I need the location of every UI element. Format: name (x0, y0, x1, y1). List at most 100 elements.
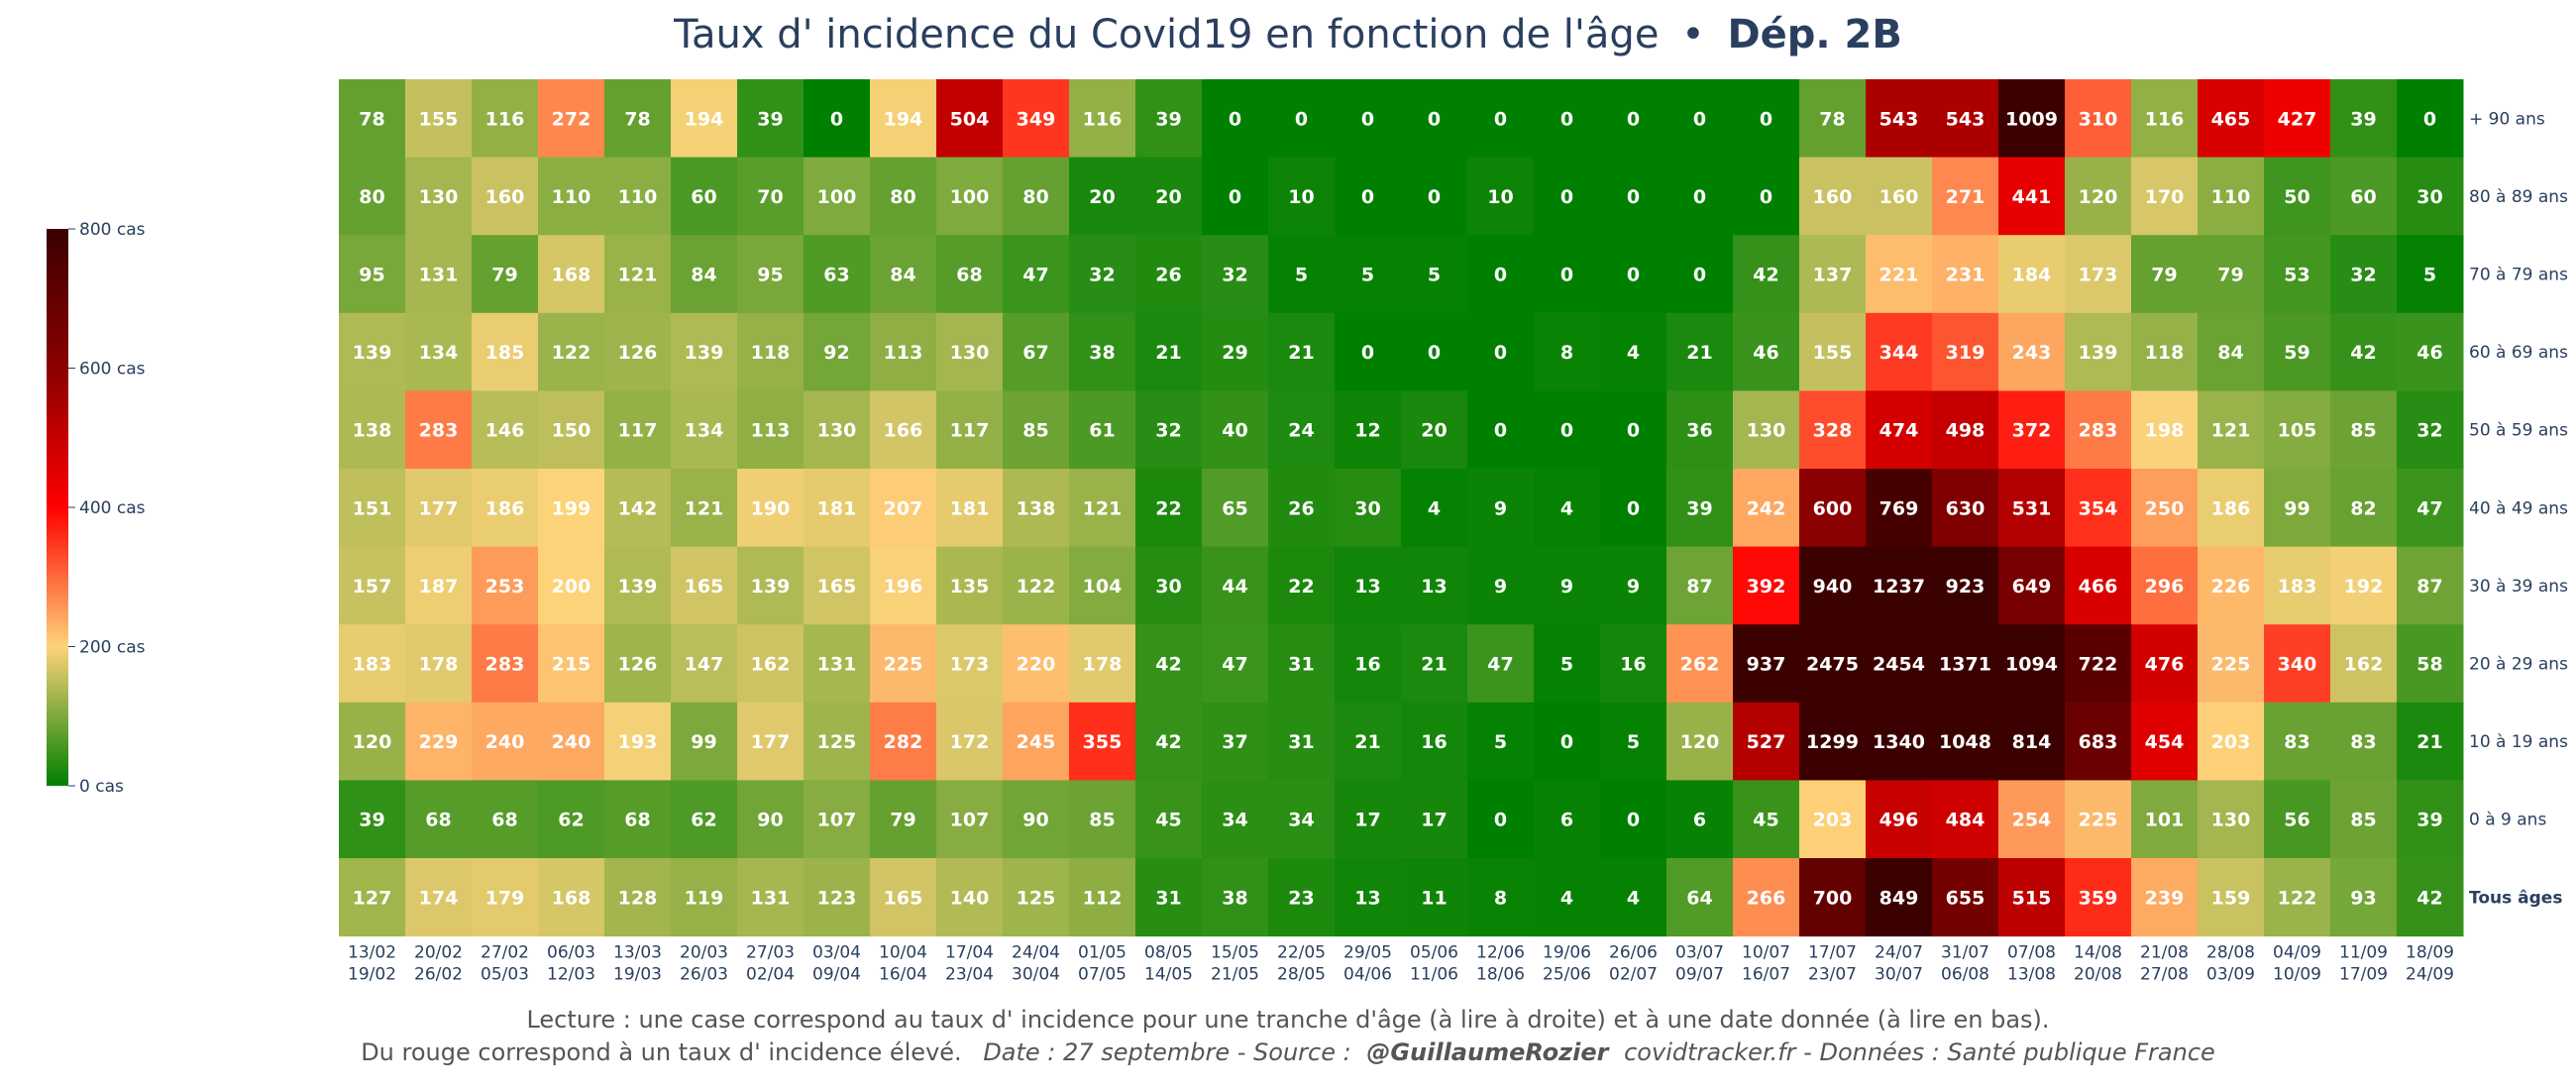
heatmap-cell (1467, 79, 1535, 159)
heatmap-cell-value: 20 (1155, 186, 1181, 208)
heatmap-cell-value: 159 (2211, 887, 2251, 909)
heatmap-cell-value: 101 (2145, 810, 2185, 831)
heatmap-cell-value: 95 (359, 265, 384, 286)
heatmap-cell-value: 1340 (1873, 731, 1925, 753)
heatmap-cell (604, 390, 672, 470)
heatmap-cell (936, 312, 1004, 391)
heatmap-cell-value: 85 (2350, 810, 2376, 831)
heatmap-cell-value: 0 (830, 108, 843, 130)
column-label-start: 20/02 (414, 943, 463, 963)
heatmap-cell (405, 858, 473, 937)
heatmap-cell (472, 702, 539, 781)
heatmap-cell (2065, 546, 2132, 625)
heatmap-cell (2198, 235, 2265, 314)
heatmap-cell (2065, 390, 2132, 470)
heatmap-cell (1268, 390, 1336, 470)
heatmap-cell (1600, 390, 1667, 470)
heatmap-cell-value: 0 (1560, 420, 1573, 442)
heatmap-cell (2065, 235, 2132, 314)
heatmap-cell-value: 0 (1627, 420, 1640, 442)
heatmap-cell-value: 68 (956, 265, 982, 286)
heatmap-cell (936, 79, 1004, 159)
column-label-end: 23/04 (945, 965, 994, 985)
heatmap-cell-value: 649 (2012, 576, 2052, 598)
heatmap-cell-value: 130 (950, 342, 990, 364)
heatmap-cell (1268, 312, 1336, 391)
heatmap-cell-value: 46 (2416, 342, 2442, 364)
colorbar-tick-label: 800 cas (79, 220, 146, 240)
heatmap-cell (2397, 546, 2464, 625)
heatmap-cell-value: 135 (950, 576, 990, 598)
heatmap-cell (1335, 546, 1402, 625)
heatmap-cell (604, 546, 672, 625)
heatmap-cell-value: 121 (2211, 420, 2251, 442)
heatmap-cell (1799, 157, 1867, 236)
heatmap-cell (405, 469, 473, 548)
heatmap-cell (1003, 702, 1070, 781)
heatmap-cell (604, 79, 672, 159)
heatmap-cell-value: 849 (1879, 887, 1919, 909)
heatmap-cell (737, 312, 805, 391)
heatmap-cell (1932, 469, 1999, 548)
heatmap-cell (1998, 624, 2066, 704)
heatmap-cell (870, 780, 937, 859)
heatmap-cell-value: 543 (1946, 108, 1986, 130)
column-label-start: 01/05 (1078, 943, 1127, 963)
heatmap-cell-value: 543 (1879, 108, 1919, 130)
heatmap-cell-value: 10 (1487, 186, 1513, 208)
heatmap-cell-value: 527 (1747, 731, 1786, 753)
chart-title-separator: • (1681, 12, 1705, 57)
heatmap-cell-value: 68 (425, 810, 451, 831)
heatmap-cell (1467, 235, 1535, 314)
colorbar-ticks: 800 cas 600 cas 400 cas 200 cas 0 cas (68, 220, 146, 797)
heatmap-cell-value: 29 (1222, 342, 1247, 364)
heatmap-cell (339, 858, 406, 937)
heatmap-cell-value: 162 (2344, 654, 2384, 676)
heatmap-cell (1799, 390, 1867, 470)
heatmap-cell-value: 79 (2217, 265, 2243, 286)
heatmap-cell-value: 31 (1155, 887, 1181, 909)
heatmap-cell (1733, 546, 1800, 625)
heatmap-cell-value: 99 (691, 731, 716, 753)
heatmap-cell (538, 312, 605, 391)
heatmap-cell-value: 22 (1288, 576, 1314, 598)
heatmap-cell (1401, 390, 1468, 470)
heatmap-cell-value: 160 (485, 186, 525, 208)
heatmap-cell (472, 157, 539, 236)
heatmap-cell (1268, 858, 1336, 937)
heatmap-cell (538, 390, 605, 470)
column-label-end: 27/08 (2140, 965, 2189, 985)
heatmap-cell-value: 47 (1487, 654, 1513, 676)
heatmap-cell-value: 92 (823, 342, 849, 364)
heatmap-cell-value: 372 (2012, 420, 2052, 442)
heatmap-cell (870, 546, 937, 625)
heatmap-cell-value: 10 (1288, 186, 1314, 208)
heatmap-cell-value: 170 (2145, 186, 2185, 208)
heatmap-cell (1135, 546, 1203, 625)
column-label-start: 24/07 (1875, 943, 1923, 963)
heatmap-cell (1666, 858, 1734, 937)
heatmap-cell-value: 13 (1421, 576, 1447, 598)
heatmap-cell (472, 79, 539, 159)
heatmap-cell-value: 47 (1022, 265, 1048, 286)
heatmap-cell (1733, 780, 1800, 859)
row-label: 80 à 89 ans (2469, 187, 2568, 207)
heatmap-cell (671, 390, 738, 470)
heatmap-cell (1335, 702, 1402, 781)
heatmap-cell-value: 250 (2145, 497, 2185, 519)
heatmap-cell (1335, 858, 1402, 937)
heatmap-cell (737, 624, 805, 704)
heatmap-cell-value: 186 (2211, 497, 2251, 519)
heatmap-cell-value: 196 (884, 576, 923, 598)
heatmap-cell-value: 225 (2211, 654, 2251, 676)
heatmap-cell (1799, 312, 1867, 391)
heatmap-cell-value: 476 (2145, 654, 2185, 676)
column-label-end: 09/07 (1675, 965, 1724, 985)
heatmap-cell (1866, 780, 1933, 859)
heatmap-cell (1335, 312, 1402, 391)
row-label: 50 à 59 ans (2469, 421, 2568, 441)
heatmap-cell (2264, 780, 2331, 859)
heatmap-cell-value: 83 (2284, 731, 2309, 753)
heatmap-cell-value: 215 (552, 654, 591, 676)
column-label-start: 27/02 (481, 943, 529, 963)
